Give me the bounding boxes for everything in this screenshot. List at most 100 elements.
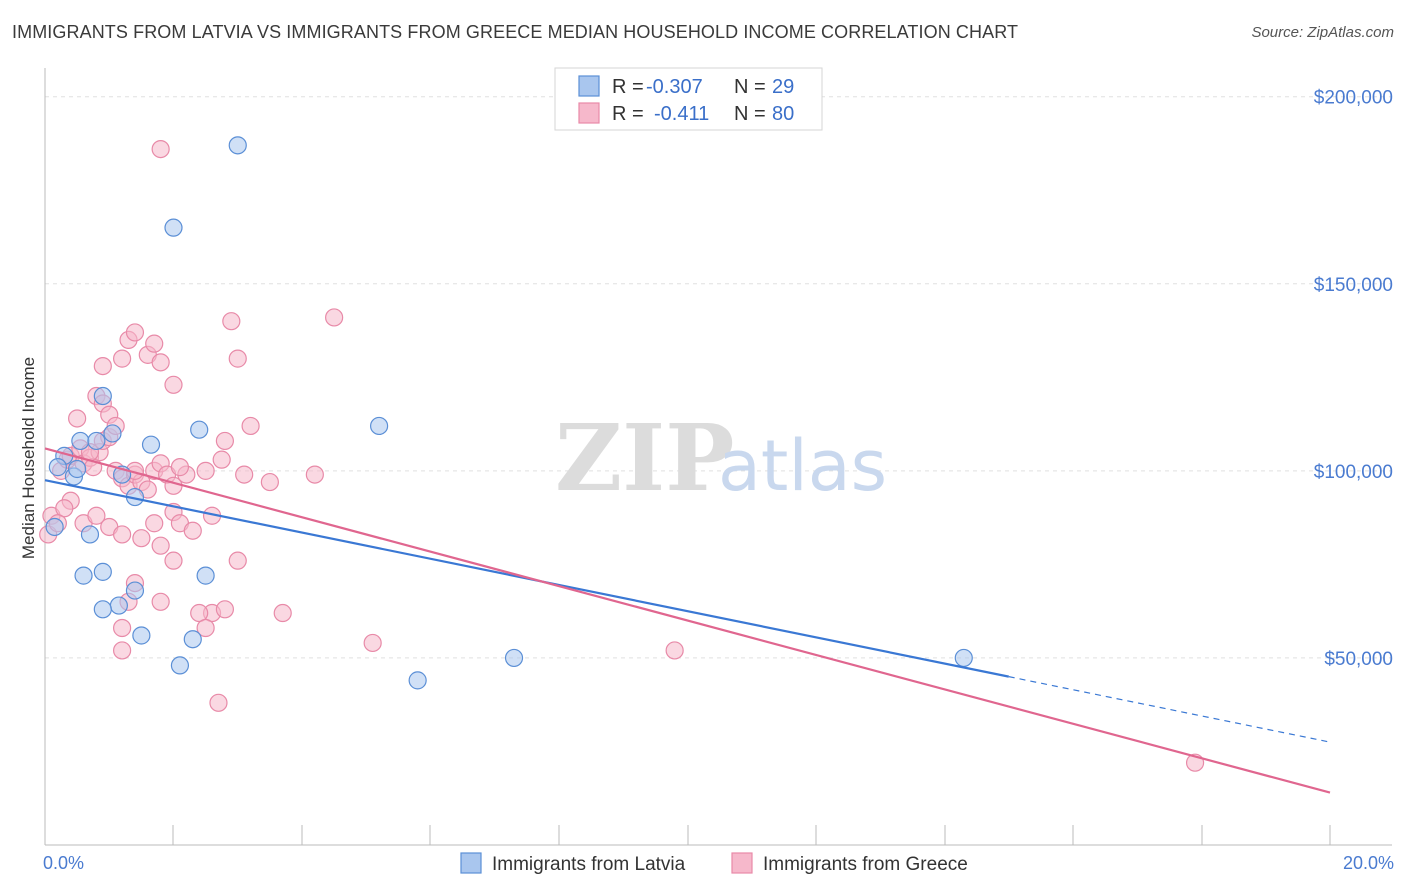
legend-latvia-r-value: -0.307 [646,76,703,98]
greece-point [260,472,279,492]
greece-point [151,592,170,611]
greece-point [170,458,190,477]
greece-point [273,603,292,623]
latvia-point [103,424,122,443]
x-tick-label: 20.0% [1343,853,1394,873]
latvia-point [125,581,145,600]
greece-point [112,641,132,660]
greece-point [325,308,344,327]
greece-point [228,551,247,570]
watermark: ZIP atlas [555,404,887,512]
greece-point [164,375,183,394]
legend-latvia-n-value: 29 [772,76,794,98]
latvia-point [164,218,183,237]
legend-greece-n-value: 80 [772,103,794,125]
latvia-point [141,435,161,454]
greece-point [215,600,234,619]
legend-greece-swatch [578,102,600,124]
bottom-legend-latvia-swatch [460,852,482,874]
latvia-point [74,566,93,585]
x-tick-labels: 0.0% 20.0% [43,853,1394,873]
legend-latvia-r-label: R = [612,76,644,98]
latvia-point [196,566,215,585]
y-tick-label: $200,000 [1314,88,1393,109]
greece-point [222,312,241,331]
greece-point [183,521,202,540]
greece-point [305,465,324,484]
greece-point [215,431,234,451]
latvia-point [954,648,973,668]
latvia-point [228,136,247,155]
greece-point [209,693,228,712]
greece-point [196,618,215,638]
greece-point [228,349,247,368]
latvia-point [93,562,112,581]
greece-point [665,641,684,660]
y-tick-label: $50,000 [1324,649,1393,670]
latvia-point [71,431,90,451]
y-tick-labels: $50,000 $100,000 $150,000 $200,000 [1314,88,1393,670]
greece-point [145,514,164,533]
watermark-atlas: atlas [718,425,887,507]
y-axis-label: Median Household Income [19,357,38,559]
latvia-point [183,630,202,649]
latvia-point [93,386,112,406]
greece-point [196,461,215,480]
grid-lines [45,96,1392,659]
greece-point [125,323,145,342]
latvia-point [68,459,87,479]
latvia-point [87,431,106,451]
greece-point [151,353,170,372]
greece-point [87,506,106,525]
greece-point [151,139,170,159]
greece-point [112,525,132,544]
trend-lines [44,447,1331,794]
latvia-point [190,420,209,439]
greece-point [151,536,170,555]
bottom-legend-latvia-label: Immigrants from Latvia [492,854,686,875]
legend-greece-r-value: -0.411 [654,103,709,125]
correlation-legend: R = -0.307 N = 29 R = -0.411 N = 80 [554,67,823,131]
greece-point [93,356,112,376]
y-tick-label: $100,000 [1314,462,1393,483]
greece-point [132,529,151,548]
greece-point [55,499,74,518]
latvia-point [170,656,190,675]
bottom-legend-greece-swatch [731,852,753,874]
greece-point [190,603,209,623]
greece-point [363,633,382,653]
greece-trend-line [44,447,1331,794]
watermark-zip: ZIP [555,404,734,512]
greece-point [145,334,164,353]
greece-point [241,416,260,436]
greece-point [212,450,231,469]
latvia-point [93,600,112,619]
greece-point [235,465,254,484]
greece-point [68,409,87,428]
x-tick-label: 0.0% [43,853,84,873]
source-label: Source: ZipAtlas.com [1251,24,1394,41]
latvia-point [408,671,427,690]
latvia-point [109,596,128,615]
y-tick-label: $150,000 [1314,275,1393,296]
latvia-point [132,626,151,645]
latvia-point [80,525,100,544]
legend-latvia-swatch [578,75,600,97]
legend-latvia-n-label: N = [734,76,766,98]
latvia-point [48,458,67,477]
greece-point [112,618,132,638]
latvia-trend-extension [1008,676,1331,743]
latvia-points [45,136,973,690]
latvia-point [45,517,64,537]
axes [44,68,1392,846]
latvia-point [370,416,389,436]
greece-point [164,551,183,570]
greece-point [112,349,132,368]
legend-greece-n-label: N = [734,103,766,125]
legend-greece-r-label: R = [612,103,644,125]
bottom-legend-greece-label: Immigrants from Greece [763,854,968,875]
series-legend: Immigrants from Latvia Immigrants from G… [460,852,968,875]
latvia-point [504,648,524,668]
chart-title: IMMIGRANTS FROM LATVIA VS IMMIGRANTS FRO… [12,22,1019,42]
